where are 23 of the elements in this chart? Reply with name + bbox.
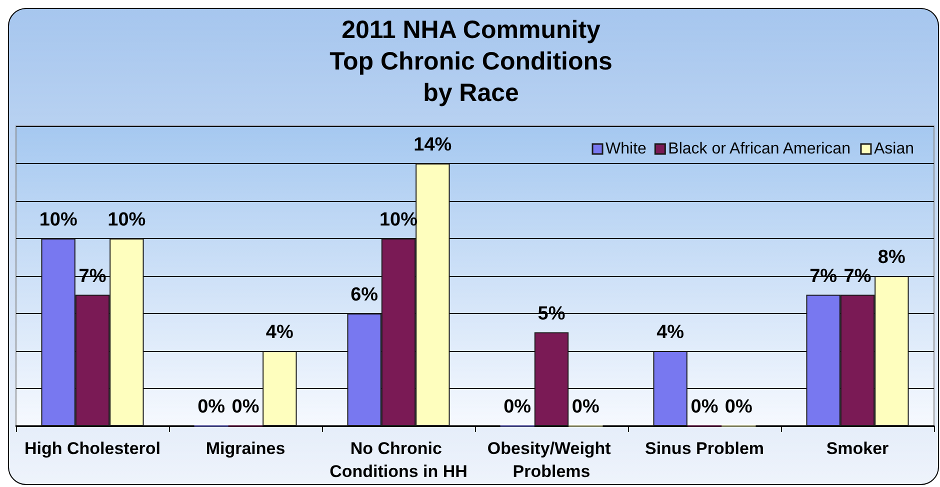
legend-label: Black or African American [668, 140, 850, 158]
x-tick-label: No Chronic Conditions in HH [330, 439, 468, 481]
data-label: 4% [266, 322, 294, 343]
chart-title: 2011 NHA Community Top Chronic Conditions by Race [330, 16, 612, 107]
x-tick-label: Obesity/Weight Problems [487, 439, 616, 481]
data-label: 6% [350, 284, 378, 306]
data-label: 0% [572, 396, 600, 418]
data-label: 14% [414, 134, 452, 156]
data-label: 4% [656, 322, 684, 343]
legend-label: Asian [874, 140, 914, 158]
data-label: 0% [690, 396, 718, 418]
x-tick-label: High Cholesterol [24, 439, 161, 458]
data-label: 0% [724, 396, 753, 418]
data-label: 10% [39, 210, 78, 230]
x-tick-label: Sinus Problem [644, 439, 764, 458]
data-label: 8% [878, 247, 906, 268]
x-tick-label: Migraines [206, 439, 286, 458]
data-label: 0% [198, 396, 226, 418]
data-label: 0% [232, 396, 260, 418]
x-tick-label: Smoker [826, 439, 890, 458]
data-label: 0% [504, 396, 532, 418]
legend-label: White [606, 140, 647, 158]
data-label: 10% [108, 210, 146, 230]
